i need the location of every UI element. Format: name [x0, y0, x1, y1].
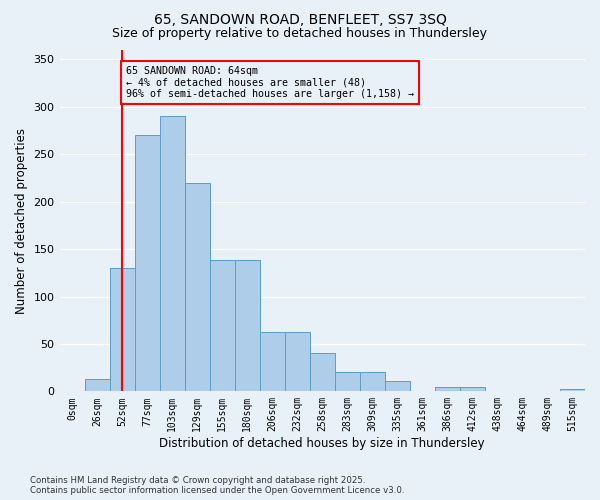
Bar [460, 386, 485, 392]
Bar [160, 116, 185, 392]
Bar [134, 136, 160, 392]
Text: Contains HM Land Registry data © Crown copyright and database right 2025.
Contai: Contains HM Land Registry data © Crown c… [30, 476, 404, 495]
Bar [435, 386, 460, 392]
Bar [185, 182, 209, 392]
Bar [285, 332, 310, 392]
Bar [110, 268, 134, 392]
Bar [260, 332, 285, 392]
Bar [560, 390, 585, 392]
Bar [85, 379, 110, 392]
Bar [235, 260, 260, 392]
Text: 65 SANDOWN ROAD: 64sqm
← 4% of detached houses are smaller (48)
96% of semi-deta: 65 SANDOWN ROAD: 64sqm ← 4% of detached … [126, 66, 414, 100]
Text: Size of property relative to detached houses in Thundersley: Size of property relative to detached ho… [113, 28, 487, 40]
Bar [209, 260, 235, 392]
Bar [360, 372, 385, 392]
Text: 65, SANDOWN ROAD, BENFLEET, SS7 3SQ: 65, SANDOWN ROAD, BENFLEET, SS7 3SQ [154, 12, 446, 26]
Bar [310, 354, 335, 392]
Bar [335, 372, 360, 392]
X-axis label: Distribution of detached houses by size in Thundersley: Distribution of detached houses by size … [160, 437, 485, 450]
Bar [385, 381, 410, 392]
Y-axis label: Number of detached properties: Number of detached properties [15, 128, 28, 314]
